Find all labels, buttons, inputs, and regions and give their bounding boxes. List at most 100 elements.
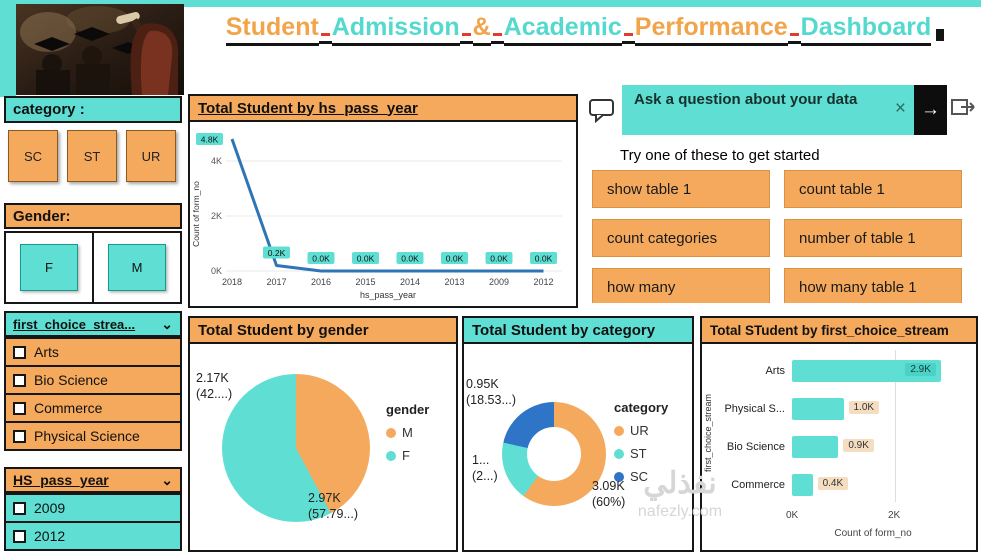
year-option-2012[interactable]: 2012: [4, 521, 182, 551]
line-chart[interactable]: 0K 2K 4K 2018 2017 2016 2015 2014 2013 2009 2012 4.…: [190, 122, 576, 306]
gender-cell: M: [92, 231, 182, 304]
bar-track: 0.9K: [792, 435, 970, 459]
popout-icon[interactable]: [950, 94, 977, 124]
bar-value-label: 2.9K: [905, 363, 936, 376]
year-slicer-header[interactable]: HS_pass_year ⌄: [4, 467, 182, 493]
legend-dot: [614, 471, 624, 482]
svg-text:0K: 0K: [211, 266, 222, 276]
qna-suggestion-count-categories[interactable]: count categories: [592, 219, 770, 257]
stream-bar-chart: first_choice_stream Arts 2.9K Physical S..…: [702, 344, 976, 550]
svg-text:2012: 2012: [533, 277, 553, 287]
chevron-down-icon[interactable]: ⌄: [161, 316, 173, 332]
category-button-sc[interactable]: SC: [8, 130, 58, 182]
title-word: Admission: [331, 13, 460, 46]
svg-text:2018: 2018: [222, 277, 242, 287]
legend-item-sc[interactable]: SC: [614, 469, 668, 484]
bar-x-tick: 0K: [786, 510, 799, 521]
legend-item-st[interactable]: ST: [614, 446, 668, 461]
checkbox[interactable]: [13, 401, 26, 415]
category-donut-title-text: Total Student by category: [472, 321, 656, 339]
qna-submit-button[interactable]: →: [914, 85, 947, 135]
legend-item-f[interactable]: F: [386, 448, 429, 463]
stream-option-physical-science[interactable]: Physical Science: [4, 421, 182, 451]
checkbox[interactable]: [13, 373, 26, 387]
left-accent-bar: [0, 0, 16, 97]
year-option-2009[interactable]: 2009: [4, 493, 182, 523]
bar-category-label: Bio Science: [726, 441, 785, 453]
option-label: Commerce: [34, 400, 103, 416]
legend-dot: [614, 425, 624, 436]
close-icon[interactable]: ×: [894, 98, 906, 119]
category-button-ur[interactable]: UR: [126, 130, 176, 182]
qna-suggestion-count-table-1[interactable]: count table 1: [784, 170, 962, 208]
legend-title: category: [614, 400, 669, 415]
qna-suggestion-how-many[interactable]: how many: [592, 268, 770, 303]
svg-text:2013: 2013: [444, 277, 464, 287]
line-chart-title: Total Student by hs_pass_year: [190, 96, 576, 122]
pie-chart[interactable]: [222, 374, 370, 522]
bar-arts[interactable]: [792, 360, 942, 382]
qna-input[interactable]: Ask a question about your data ×: [622, 85, 914, 135]
line-series[interactable]: [230, 138, 544, 273]
checkbox[interactable]: [13, 345, 26, 359]
option-label: 2012: [34, 528, 66, 544]
stream-option-list: Arts Bio Science Commerce Physical Science: [4, 337, 182, 451]
line-y-axis-title: Count of form_no: [191, 181, 201, 247]
category-donut-title: Total Student by category: [464, 318, 692, 344]
legend-label: SC: [630, 469, 649, 484]
pie-callout-f: 2.97K (57.79...): [308, 491, 359, 522]
legend-item-ur[interactable]: UR: [614, 423, 668, 438]
legend-item-m[interactable]: M: [386, 425, 429, 440]
checkbox[interactable]: [13, 529, 26, 543]
svg-text:4K: 4K: [211, 156, 222, 166]
svg-text:2K: 2K: [211, 211, 222, 221]
spellcheck-mark: [787, 14, 801, 44]
data-label: 0.0K: [441, 252, 468, 264]
watermark-arabic: نفذلي: [643, 467, 717, 500]
gender-legend: gender M F: [386, 402, 429, 471]
checkbox[interactable]: [13, 501, 26, 515]
title-word: Performance: [634, 13, 788, 46]
gender-button-m[interactable]: M: [108, 244, 166, 291]
category-donut-panel: Total Student by category category UR ST SC…: [462, 316, 694, 552]
checkbox[interactable]: [13, 429, 26, 443]
gender-pie-title: Total Student by gender: [190, 318, 456, 344]
qna-suggestion-show-table-1[interactable]: show table 1: [592, 170, 770, 208]
bar-row-arts: Arts 2.9K: [714, 352, 970, 390]
data-label: 0.0K: [530, 252, 557, 264]
legend-dot: [386, 450, 396, 461]
svg-text:0.0K: 0.0K: [312, 254, 330, 264]
bar-commerce[interactable]: [792, 474, 813, 496]
chevron-down-icon[interactable]: ⌄: [161, 472, 173, 488]
line-chart-title-text: Total Student by hs_pass_year: [198, 99, 418, 117]
bar-gridline: [895, 350, 896, 502]
bar-physical-s[interactable]: [792, 398, 844, 420]
data-label: 0.0K: [485, 252, 513, 264]
title-word: &: [472, 13, 491, 46]
bar-category-label: Physical S...: [724, 403, 785, 415]
bar-bio-science[interactable]: [792, 436, 839, 458]
stream-filter-label: first_choice_strea...: [13, 316, 136, 332]
gender-button-f[interactable]: F: [20, 244, 78, 291]
data-label: 4.8K: [196, 133, 223, 145]
stream-slicer-header[interactable]: first_choice_strea... ⌄: [4, 311, 182, 337]
stream-option-commerce[interactable]: Commerce: [4, 393, 182, 423]
qna-suggestion-how-many-table-1[interactable]: how many table 1: [784, 268, 962, 303]
legend-title: gender: [386, 402, 430, 417]
category-button-st[interactable]: ST: [67, 130, 117, 182]
data-label: 0.0K: [396, 252, 424, 264]
bar-value-label: 0.4K: [817, 477, 849, 490]
line-chart-svg: 0K 2K 4K 2018 2017 2016 2015 2014 2013 2009 2012 4.…: [191, 133, 562, 300]
stream-option-bio-science[interactable]: Bio Science: [4, 365, 182, 395]
bar-category-label: Commerce: [731, 479, 785, 491]
title-word: Dashboard: [800, 13, 932, 46]
line-chart-panel: Total Student by hs_pass_year 0K 2K 4K 2018…: [188, 94, 578, 308]
title-word: Student: [225, 13, 319, 46]
qna-suggestion-number-of-table-1[interactable]: number of table 1: [784, 219, 962, 257]
legend-dot: [386, 427, 396, 438]
stream-option-arts[interactable]: Arts: [4, 337, 182, 367]
stream-bar-title: Total STudent by first_choice_stream: [702, 318, 976, 344]
option-label: 2009: [34, 500, 66, 516]
category-slicer-header: category :: [4, 96, 182, 123]
